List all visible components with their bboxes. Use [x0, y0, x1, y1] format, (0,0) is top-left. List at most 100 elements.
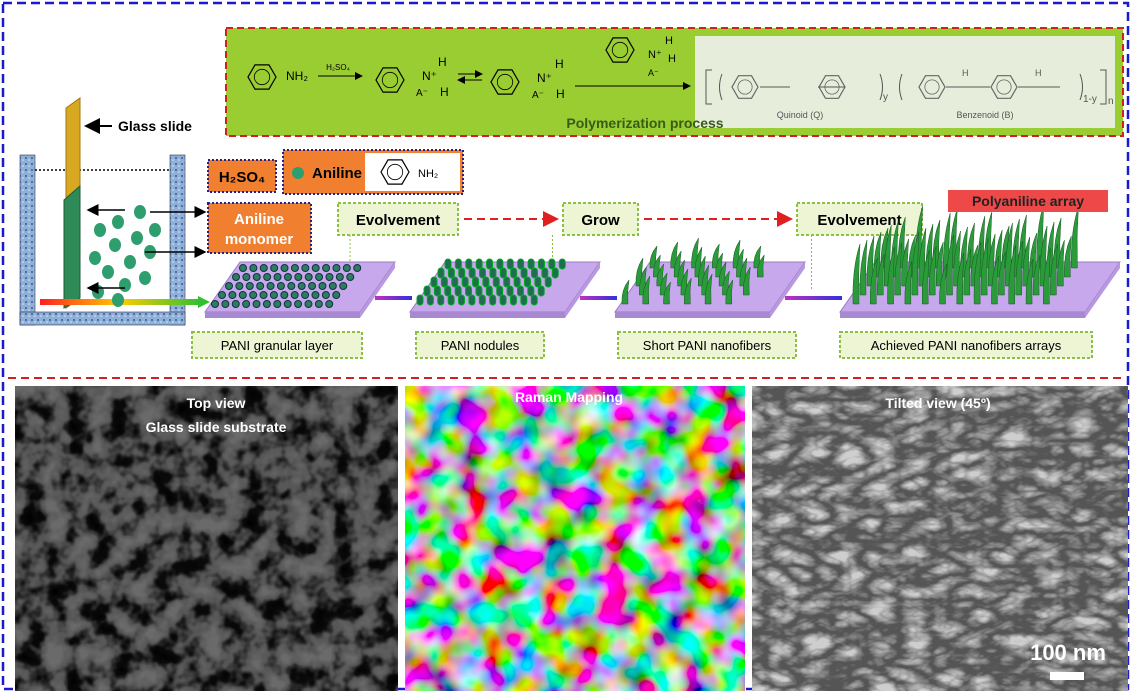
monomer-dot	[92, 285, 104, 299]
granule	[312, 292, 319, 299]
granule	[326, 274, 333, 281]
nodule	[518, 259, 524, 269]
nodule	[490, 268, 496, 278]
scale-bar	[1050, 672, 1084, 680]
granule	[226, 283, 233, 290]
granule	[232, 301, 239, 308]
nodule	[510, 295, 516, 305]
nodule	[497, 259, 503, 269]
nodule	[479, 295, 485, 305]
granule	[322, 292, 329, 299]
figure: NH₂ H₂SO₄ N⁺ H H A⁻ N⁺ H H A⁻ N⁺ H H A⁻ …	[0, 0, 1132, 693]
granule	[240, 265, 247, 272]
granule	[323, 265, 330, 272]
granule	[274, 301, 281, 308]
nodule	[493, 277, 499, 287]
nodule	[528, 259, 534, 269]
nanofiber	[1064, 236, 1071, 277]
granule	[312, 265, 319, 272]
polymer-area	[695, 36, 1115, 128]
substrate-edge	[205, 312, 360, 318]
granule	[291, 292, 298, 299]
granule	[326, 301, 333, 308]
monomer-dot	[124, 255, 136, 269]
granule	[305, 301, 312, 308]
nodule	[448, 295, 454, 305]
polymerization-panel: NH₂ H₂SO₄ N⁺ H H A⁻ N⁺ H H A⁻ N⁺ H H A⁻ …	[226, 28, 1123, 136]
nodule	[535, 277, 541, 287]
stage-arrow	[580, 296, 617, 300]
nodule	[542, 268, 548, 278]
nodule	[528, 286, 534, 296]
quinoid-label: Quinoid (Q)	[777, 110, 824, 120]
raman-map	[405, 386, 745, 691]
nodule	[476, 259, 482, 269]
nodule	[466, 286, 472, 296]
granule	[315, 301, 322, 308]
nodule	[469, 295, 475, 305]
image-label: Glass slide substrate	[146, 419, 287, 435]
nodule	[549, 259, 555, 269]
nodule	[521, 268, 527, 278]
step-label: Grow	[581, 212, 620, 229]
reagent-label: H₂SO₄	[326, 63, 350, 72]
nodule	[552, 268, 558, 278]
anion-label: A⁻	[532, 90, 544, 101]
stage-arrow	[375, 296, 412, 300]
nodule	[455, 286, 461, 296]
cation-label: N⁺	[537, 71, 552, 85]
nodule	[521, 295, 527, 305]
nodule	[445, 259, 451, 269]
monomer-dot	[112, 215, 124, 229]
granule	[281, 292, 288, 299]
granule	[243, 301, 250, 308]
granule	[236, 283, 243, 290]
granule	[257, 283, 264, 290]
nodule	[517, 286, 523, 296]
granule	[253, 274, 260, 281]
granule	[263, 301, 270, 308]
process-steps: Evolvement Grow Evolvement PANI granular la…	[192, 203, 1120, 358]
image-label: Tilted view (45º)	[885, 395, 990, 411]
granule	[270, 292, 277, 299]
nodule	[559, 259, 565, 269]
nodule	[459, 268, 465, 278]
granule	[212, 301, 219, 308]
nodule	[469, 268, 475, 278]
stage-label: PANI granular layer	[221, 338, 334, 353]
granule	[288, 283, 295, 290]
substrate-edge	[410, 312, 565, 318]
beaker-wall	[20, 155, 35, 325]
h-label: H	[962, 68, 969, 78]
scale-bar-label: 100 nm	[1030, 640, 1106, 665]
granule	[305, 274, 312, 281]
step-label: Evolvement	[817, 212, 901, 229]
granule	[239, 292, 246, 299]
h-label: H	[1035, 68, 1042, 78]
monomer-dot	[112, 293, 124, 307]
amine-label: NH₂	[286, 69, 308, 83]
monomer-dot	[89, 251, 101, 265]
nodule	[511, 268, 517, 278]
step-label: Evolvement	[356, 212, 440, 229]
monomer-dot	[139, 271, 151, 285]
nodule	[459, 295, 465, 305]
nodule	[507, 259, 513, 269]
nodule	[487, 259, 493, 269]
nodule	[462, 277, 468, 287]
arrowhead	[198, 296, 210, 308]
monomer-dot	[94, 223, 106, 237]
nodule	[417, 295, 423, 305]
granule	[253, 301, 260, 308]
nodule	[486, 286, 492, 296]
monomer-dot	[119, 278, 131, 292]
nodule	[466, 259, 472, 269]
granule	[219, 292, 226, 299]
amine-label: NH₂	[418, 168, 438, 180]
nodule	[490, 295, 496, 305]
monomer-dot	[131, 231, 143, 245]
nanofiber	[853, 244, 860, 304]
granule	[295, 301, 302, 308]
nanofiber	[1071, 207, 1078, 268]
granule	[354, 265, 361, 272]
